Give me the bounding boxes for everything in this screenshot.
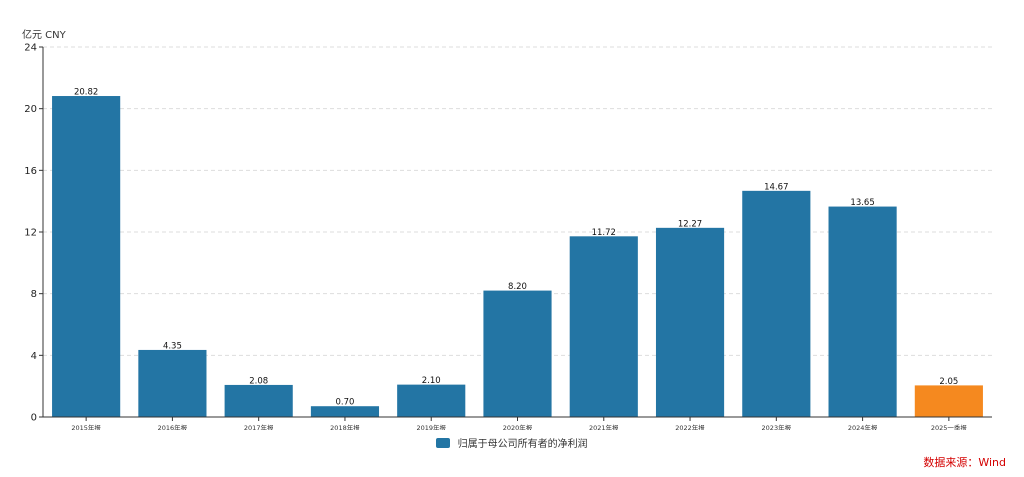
data-label: 8.20	[508, 282, 527, 292]
bar[interactable]	[483, 290, 552, 417]
data-label: 2.08	[249, 376, 268, 386]
x-tick-label: 2021年报	[589, 423, 619, 430]
data-label: 13.65	[850, 198, 874, 208]
bar[interactable]	[138, 349, 207, 417]
bar[interactable]	[914, 385, 983, 417]
y-axis: 0 4 8 12 16 20 24	[24, 43, 44, 424]
legend-swatch	[436, 438, 451, 448]
y-tick-label: 0	[31, 413, 37, 424]
y-tick-label: 8	[31, 289, 37, 300]
data-label: 14.67	[764, 182, 788, 192]
bar[interactable]	[569, 236, 638, 417]
data-label: 20.82	[74, 88, 98, 98]
y-tick-label: 16	[24, 166, 37, 177]
bar[interactable]	[655, 227, 725, 417]
y-axis-unit-label: 亿元 CNY	[22, 30, 66, 41]
bars	[52, 96, 983, 418]
x-tick-label: 2015年报	[71, 423, 101, 430]
y-tick-label: 20	[24, 104, 37, 115]
x-tick-label: 2020年报	[503, 423, 533, 430]
data-label: 12.27	[678, 219, 702, 229]
bar-chart: 0 4 8 12 16 20 24 20.82 4.35 2.08 0.70 2.10 8.20 11.…	[24, 43, 992, 430]
x-tick-label: 2019年报	[416, 423, 446, 430]
legend-label: 归属于母公司所有者的净利润	[457, 439, 588, 450]
x-tick-label: 2025一季报	[931, 423, 968, 430]
data-label: 11.72	[592, 228, 616, 238]
bar[interactable]	[224, 384, 293, 417]
x-tick-label: 2017年报	[244, 423, 274, 430]
data-label: 0.70	[335, 398, 354, 408]
data-label: 4.35	[163, 341, 182, 351]
x-tick-label: 2023年报	[762, 423, 792, 430]
bar[interactable]	[397, 384, 466, 417]
data-label: 2.10	[422, 376, 441, 386]
bar[interactable]	[52, 96, 121, 418]
data-label: 2.05	[939, 377, 958, 387]
legend[interactable]: 归属于母公司所有者的净利润	[0, 435, 1024, 450]
data-source: 数据来源：Wind	[923, 456, 1006, 469]
y-tick-label: 24	[24, 43, 37, 54]
x-tick-label: 2018年报	[330, 423, 360, 430]
x-axis: 2015年报 2016年报 2017年报 2018年报 2019年报 2020年报 2021…	[43, 416, 992, 430]
bar[interactable]	[310, 406, 380, 417]
x-tick-label: 2024年报	[848, 423, 878, 430]
y-tick-label: 12	[24, 228, 37, 239]
y-tick-label: 4	[31, 351, 37, 362]
bar[interactable]	[742, 190, 811, 417]
x-tick-label: 2016年报	[158, 423, 188, 430]
data-labels: 20.82 4.35 2.08 0.70 2.10 8.20 11.72 12.27 14.67…	[74, 88, 958, 408]
bar[interactable]	[828, 206, 897, 417]
x-tick-label: 2022年报	[675, 423, 705, 430]
